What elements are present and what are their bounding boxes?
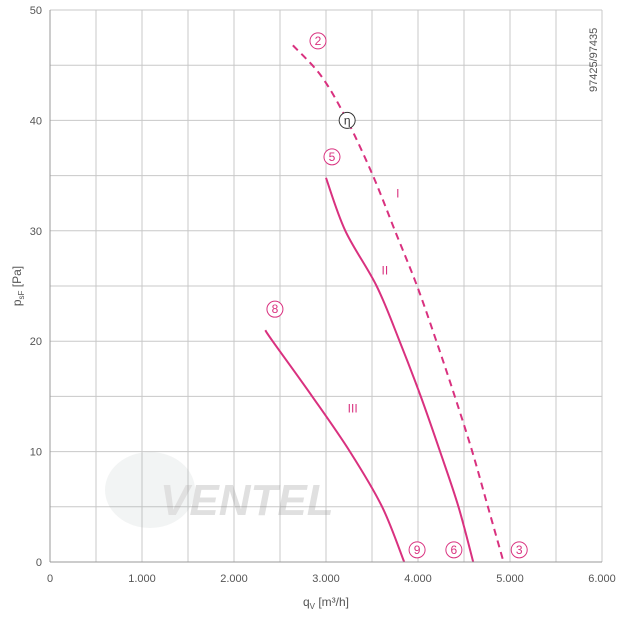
x-tick-label: 5.000 [496,573,524,585]
x-tick-label: 1.000 [128,573,156,585]
annotation-label: 3 [516,543,523,557]
annotation-circle [445,541,463,559]
annotation-label: η [344,113,351,127]
x-tick-label: 4.000 [404,573,432,585]
watermark-text: VENTEL [160,476,334,525]
curve-iii [264,329,406,563]
annotation-label: II [382,264,389,278]
annotation-label: 8 [272,302,279,316]
y-tick-label: 10 [30,447,42,459]
y-tick-label: 20 [30,336,42,348]
annotation-circle [338,111,356,129]
annotation-label: 5 [329,150,336,164]
watermark-logo: VENTEL [105,452,334,528]
annotation-circle [266,300,284,318]
x-tick-label: 3.000 [312,573,340,585]
annotation-label: III [348,402,358,416]
x-tick-label: 2.000 [220,573,248,585]
x-axis-label: qV [m³/h] [303,595,349,611]
y-axis-label: psF [Pa] [10,266,26,306]
y-tick-label: 40 [30,115,42,127]
curves [264,44,505,563]
side-label: 97425/97435 [588,28,600,92]
annotation-label: 9 [414,543,421,557]
annotation-label: 2 [315,34,322,48]
curve-i [292,44,505,563]
x-tick-label: 6.000 [588,573,616,585]
y-tick-label: 50 [30,5,42,17]
y-tick-label: 0 [36,557,42,569]
annotation-label: I [396,186,399,200]
annotation-circle [309,32,327,50]
annotation-label: 6 [451,543,458,557]
annotation-circle [408,541,426,559]
annotation-circle [323,148,341,166]
annotation-circle [510,541,528,559]
axes: 0 1.000 2.000 3.000 4.000 5.000 6.000 0 10 20 30 40… [30,5,616,585]
x-tick-label: 0 [47,573,53,585]
curve-ii [325,177,475,563]
y-tick-label: 30 [30,226,42,238]
